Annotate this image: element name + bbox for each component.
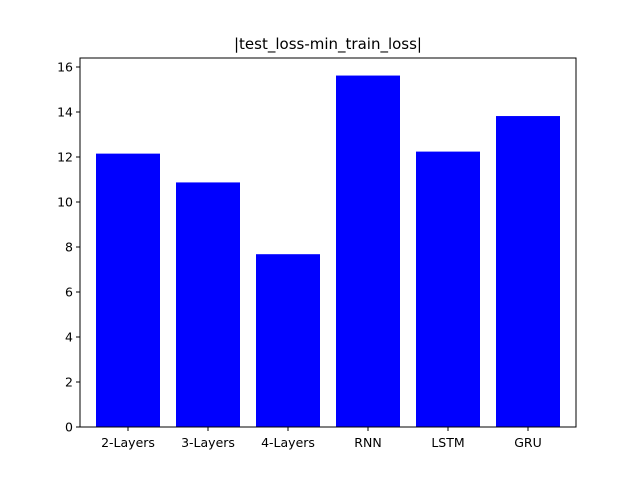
x-axis: 2-Layers 3-Layers 4-Layers RNN LSTM GRU [101, 427, 542, 450]
y-tick-label: 8 [65, 240, 73, 255]
bar-gru [496, 116, 560, 428]
y-tick-label: 10 [57, 195, 73, 210]
bar-3-layers [176, 182, 240, 427]
x-tick-label: 2-Layers [101, 435, 155, 450]
y-tick-label: 2 [65, 375, 73, 390]
y-tick-label: 14 [57, 105, 73, 120]
x-tick-label: 3-Layers [181, 435, 235, 450]
bars-group [96, 75, 560, 428]
chart-title: |test_loss-min_train_loss| [234, 35, 422, 54]
y-axis: 0 2 4 6 8 10 12 14 16 [57, 60, 80, 435]
y-tick-label: 16 [57, 60, 73, 75]
y-tick-label: 0 [65, 420, 73, 435]
x-tick-label: GRU [514, 435, 542, 450]
y-tick-label: 4 [65, 330, 73, 345]
x-tick-label: RNN [354, 435, 381, 450]
y-tick-label: 6 [65, 285, 73, 300]
x-tick-label: LSTM [431, 435, 464, 450]
plot-frame [79, 57, 577, 428]
bar-2-layers [96, 153, 160, 427]
bar-lstm [416, 151, 480, 427]
y-tick-label: 12 [57, 150, 73, 165]
x-tick-label: 4-Layers [261, 435, 315, 450]
bar-rnn [336, 75, 400, 428]
bar-4-layers [256, 254, 320, 427]
